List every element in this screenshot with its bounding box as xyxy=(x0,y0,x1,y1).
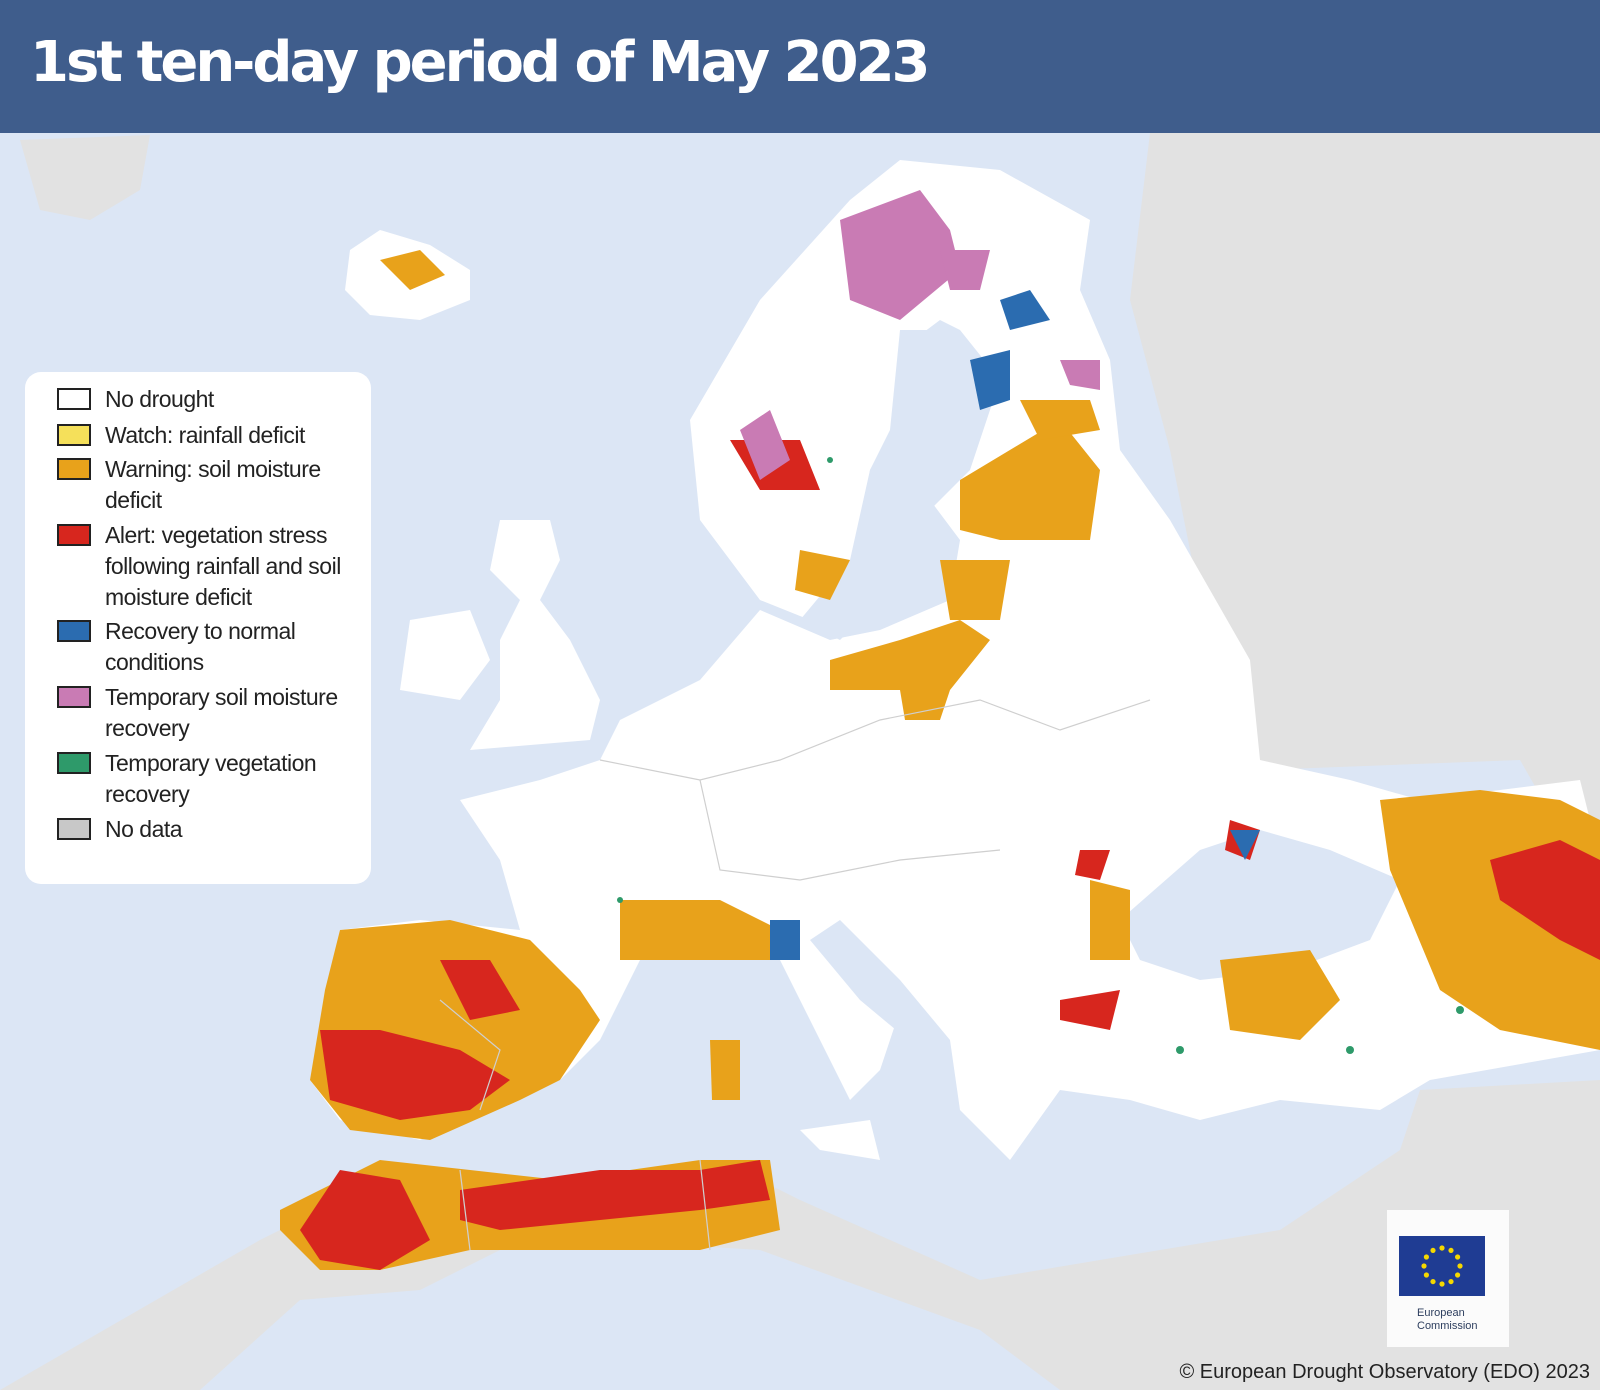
eu-star xyxy=(1439,1281,1445,1287)
eu-star xyxy=(1423,1254,1430,1260)
legend-swatch xyxy=(57,620,91,642)
eu-star xyxy=(1423,1272,1430,1278)
baltic-sea xyxy=(800,320,970,640)
greenland xyxy=(20,135,150,220)
legend-swatch xyxy=(57,458,91,480)
map-title: 1st ten-day period of May 2023 xyxy=(30,30,930,95)
legend-label: Temporary soil moisture recovery xyxy=(105,684,338,741)
vegetation-recovery-areas xyxy=(617,457,1464,1054)
legend-swatch xyxy=(57,818,91,840)
legend-label: No data xyxy=(105,816,183,842)
legend-swatch xyxy=(57,524,91,546)
legend-label: Alert: vegetation stress following rainf… xyxy=(105,522,341,610)
great-britain xyxy=(470,520,600,750)
legend-label: Warning: soil moisture deficit xyxy=(105,456,321,513)
legend-label: Temporary vegetation recovery xyxy=(105,750,317,807)
legend-swatch xyxy=(57,424,91,446)
logo-line1: European xyxy=(1417,1307,1465,1319)
eu-star xyxy=(1439,1245,1445,1251)
eu-star xyxy=(1454,1254,1461,1260)
title-bar: 1st ten-day period of May 2023 xyxy=(0,0,1600,133)
european-commission-logo: European Commission xyxy=(1387,1210,1509,1347)
soil-recovery-areas xyxy=(740,190,1100,480)
black-sea xyxy=(1120,830,1400,980)
ireland xyxy=(400,610,490,700)
country-borders xyxy=(439,699,1151,1251)
eu-star xyxy=(1430,1278,1436,1285)
eu-star xyxy=(1448,1278,1454,1285)
alert-areas xyxy=(300,440,1600,1270)
legend-label: Watch: rainfall deficit xyxy=(105,422,305,448)
legend-label: Recovery to normal conditions xyxy=(105,618,296,675)
eu-star xyxy=(1454,1272,1461,1278)
eu-star xyxy=(1457,1263,1463,1269)
legend: No drought Watch: rainfall deficit Warning… xyxy=(25,372,371,884)
land-outside-region xyxy=(0,133,1600,1390)
legend-swatch xyxy=(57,686,91,708)
legend-label: No drought xyxy=(105,386,214,412)
recovery-areas xyxy=(770,290,1260,960)
drought-map xyxy=(0,133,1600,1390)
eu-star xyxy=(1421,1263,1427,1269)
eu-star xyxy=(1448,1247,1454,1254)
legend-swatch xyxy=(57,388,91,410)
credit-text: © European Drought Observatory (EDO) 202… xyxy=(1179,1361,1591,1383)
legend-swatch xyxy=(57,752,91,774)
logo-line2: Commission xyxy=(1417,1320,1478,1332)
eu-star xyxy=(1430,1247,1436,1254)
